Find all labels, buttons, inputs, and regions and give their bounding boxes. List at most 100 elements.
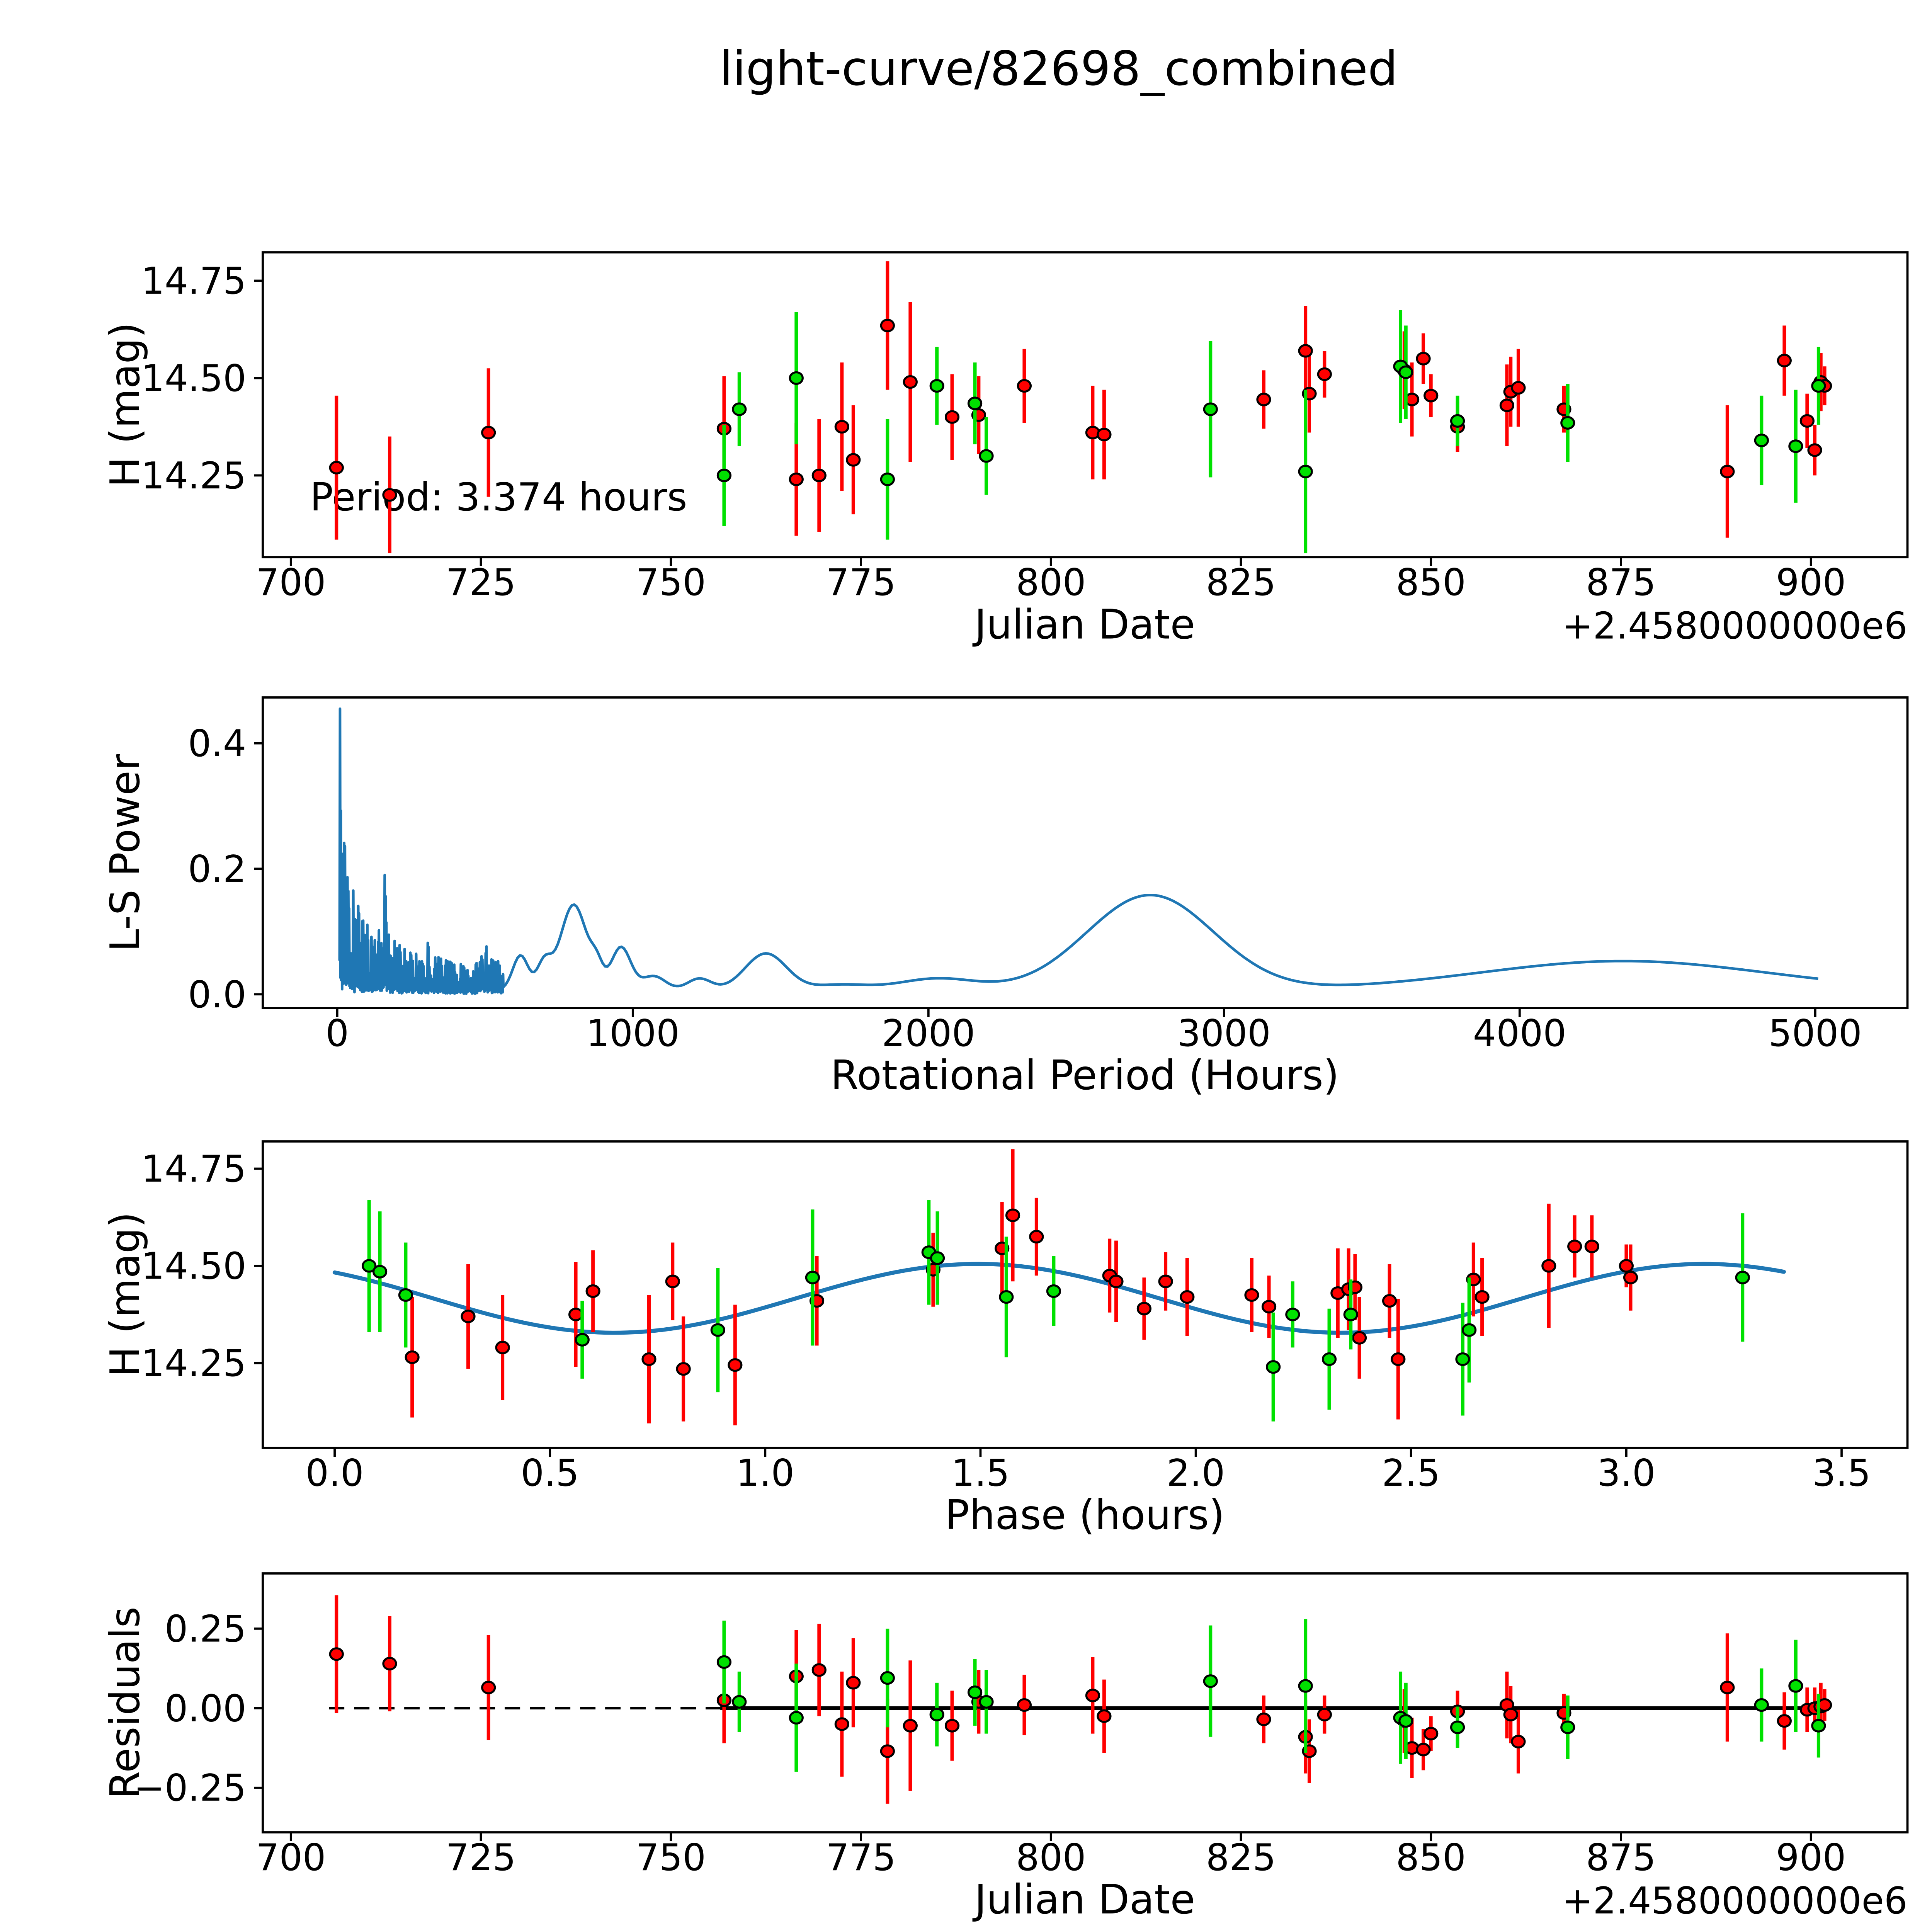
x-tick-label: 775 (826, 1837, 896, 1879)
point-marker (944, 410, 960, 424)
point-marker (1735, 1270, 1750, 1284)
point-marker (728, 1358, 743, 1372)
point-marker (880, 1671, 895, 1685)
point-marker (880, 1744, 895, 1758)
y-tick-label: 14.25 (141, 455, 247, 497)
ax2-ylabel: L-S Power (102, 753, 149, 952)
x-tick-label: 3.0 (1597, 1452, 1655, 1495)
y-tick-label: 14.75 (141, 1148, 247, 1190)
point-marker (929, 1708, 944, 1721)
point-marker (834, 1717, 849, 1731)
point-marker (362, 1259, 377, 1273)
axis-ticks: 700 725 750 775 800 825 850 875 900 −0.25 0.00 0.25 (134, 1608, 1846, 1879)
axes-content: 700 725 750 775 800 825 850 875 900 14.25 14.50 14.… (134, 251, 1909, 1879)
point-marker (1503, 1708, 1518, 1721)
point-marker (1560, 1720, 1575, 1734)
point-marker (1423, 1727, 1439, 1741)
point-marker (461, 1310, 476, 1323)
ax1-xlabel: Julian Date (972, 601, 1195, 648)
point-marker (1321, 1352, 1337, 1366)
data-series-green (716, 310, 1826, 553)
point-marker (1109, 1274, 1124, 1288)
figure-title: light-curve/82698_combined (719, 41, 1398, 96)
x-tick-label: 900 (1776, 1837, 1846, 1879)
ax4-offset-text: +2.4580000000e6 (1562, 1880, 1908, 1922)
point-marker (1398, 365, 1413, 379)
point-marker (481, 1680, 496, 1694)
point-marker (944, 1719, 960, 1733)
x-tick-label: 875 (1586, 1837, 1656, 1879)
x-tick-label: 700 (256, 561, 326, 604)
point-marker (1029, 1230, 1044, 1244)
point-marker (789, 371, 804, 385)
point-marker (880, 472, 895, 486)
point-marker (1541, 1259, 1556, 1273)
point-marker (967, 1685, 983, 1699)
point-marker (789, 472, 804, 486)
point-marker (1298, 344, 1313, 358)
ax2-xlabel: Rotational Period (Hours) (830, 1052, 1339, 1099)
point-marker (716, 468, 732, 483)
point-marker (405, 1350, 420, 1364)
point-marker (811, 468, 827, 483)
y-tick-label: −0.25 (134, 1767, 246, 1810)
point-marker (805, 1270, 820, 1284)
point-marker (834, 420, 849, 434)
x-tick-label: 850 (1396, 1837, 1466, 1879)
point-marker (1352, 1331, 1367, 1345)
point-marker (979, 1695, 994, 1709)
x-tick-label: 5000 (1769, 1012, 1862, 1055)
x-tick-label: 1000 (586, 1012, 680, 1055)
point-marker (1017, 1698, 1032, 1712)
point-marker (1511, 381, 1526, 395)
point-marker (641, 1352, 656, 1366)
point-marker (967, 396, 983, 410)
y-tick-label: 14.50 (141, 1245, 247, 1288)
ax1-ylabel: H (mag) (102, 322, 149, 488)
point-marker (1158, 1274, 1173, 1288)
point-marker (1754, 434, 1769, 447)
x-tick-label: 825 (1206, 1837, 1276, 1879)
point-marker (732, 402, 747, 416)
x-tick-label: 750 (636, 561, 706, 604)
axis-ticks: 700 725 750 775 800 825 850 875 900 14.25 14.50 14.… (141, 260, 1846, 604)
point-marker (1203, 1674, 1218, 1688)
axis-ticks: 0 1000 2000 3000 4000 5000 0.0 0.2 0.4 (188, 723, 1862, 1055)
point-marker (329, 461, 344, 474)
x-tick-label: 2000 (882, 1012, 975, 1055)
y-tick-label: 0.2 (188, 848, 246, 891)
x-tick-label: 4000 (1473, 1012, 1566, 1055)
x-tick-label: 2.5 (1382, 1452, 1440, 1495)
x-tick-label: 700 (256, 1837, 326, 1879)
point-marker (1046, 1284, 1061, 1298)
point-marker (382, 1656, 397, 1671)
point-marker (1811, 379, 1826, 393)
y-tick-label: 0.00 (165, 1687, 247, 1730)
residuals-axes: 700 725 750 775 800 825 850 875 900 −0.25 0.00 0.25 (134, 1572, 1909, 1879)
point-marker (665, 1274, 680, 1288)
point-marker (1499, 398, 1515, 412)
point-marker (575, 1333, 590, 1347)
point-marker (1754, 1698, 1769, 1712)
x-tick-label: 1.0 (736, 1452, 794, 1495)
point-marker (1317, 1708, 1332, 1721)
x-tick-label: 775 (826, 561, 896, 604)
y-tick-label: 0.25 (165, 1608, 247, 1650)
point-marker (811, 1663, 827, 1677)
point-marker (585, 1284, 600, 1298)
point-marker (903, 375, 918, 389)
data-series-green (716, 1619, 1826, 1772)
point-marker (1256, 393, 1271, 406)
point-marker (1085, 1689, 1100, 1702)
phase-axes: 0.0 0.5 1.0 1.5 2.0 2.5 3.0 3.5 14.25 14.50 14.75 (141, 1140, 1909, 1495)
point-marker (1298, 1679, 1313, 1693)
x-tick-label: 900 (1776, 561, 1846, 604)
point-marker (710, 1323, 725, 1337)
point-marker (1005, 1208, 1020, 1222)
point-marker (1097, 1709, 1112, 1723)
point-marker (481, 425, 496, 440)
point-marker (1455, 1352, 1470, 1366)
point-marker (1560, 416, 1575, 430)
x-tick-label: 2.0 (1167, 1452, 1225, 1495)
